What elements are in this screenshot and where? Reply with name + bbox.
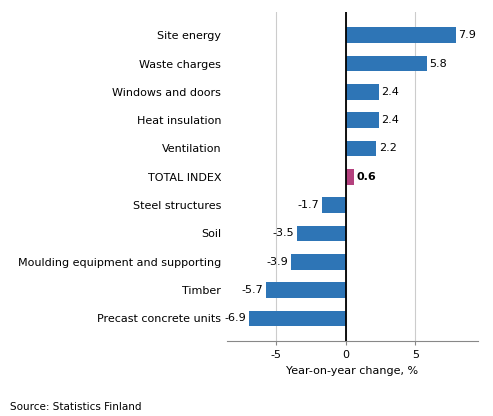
Bar — [266, 282, 346, 298]
Text: 7.9: 7.9 — [458, 30, 476, 40]
Bar — [346, 141, 376, 156]
Bar — [346, 112, 379, 128]
Text: Source: Statistics Finland: Source: Statistics Finland — [10, 402, 141, 412]
Bar — [322, 197, 346, 213]
Bar — [297, 225, 346, 241]
Bar — [291, 254, 346, 270]
Text: -3.9: -3.9 — [267, 257, 288, 267]
Text: -1.7: -1.7 — [297, 200, 319, 210]
Bar — [346, 169, 354, 185]
Text: 2.2: 2.2 — [379, 144, 397, 154]
Text: -3.5: -3.5 — [273, 228, 294, 238]
X-axis label: Year-on-year change, %: Year-on-year change, % — [286, 366, 419, 376]
Text: 0.6: 0.6 — [356, 172, 376, 182]
Text: -6.9: -6.9 — [225, 313, 246, 323]
Bar — [346, 56, 426, 71]
Text: 5.8: 5.8 — [429, 59, 447, 69]
Bar — [346, 84, 379, 99]
Bar — [346, 27, 456, 43]
Text: 2.4: 2.4 — [382, 87, 399, 97]
Bar — [249, 311, 346, 326]
Text: -5.7: -5.7 — [242, 285, 263, 295]
Text: 2.4: 2.4 — [382, 115, 399, 125]
